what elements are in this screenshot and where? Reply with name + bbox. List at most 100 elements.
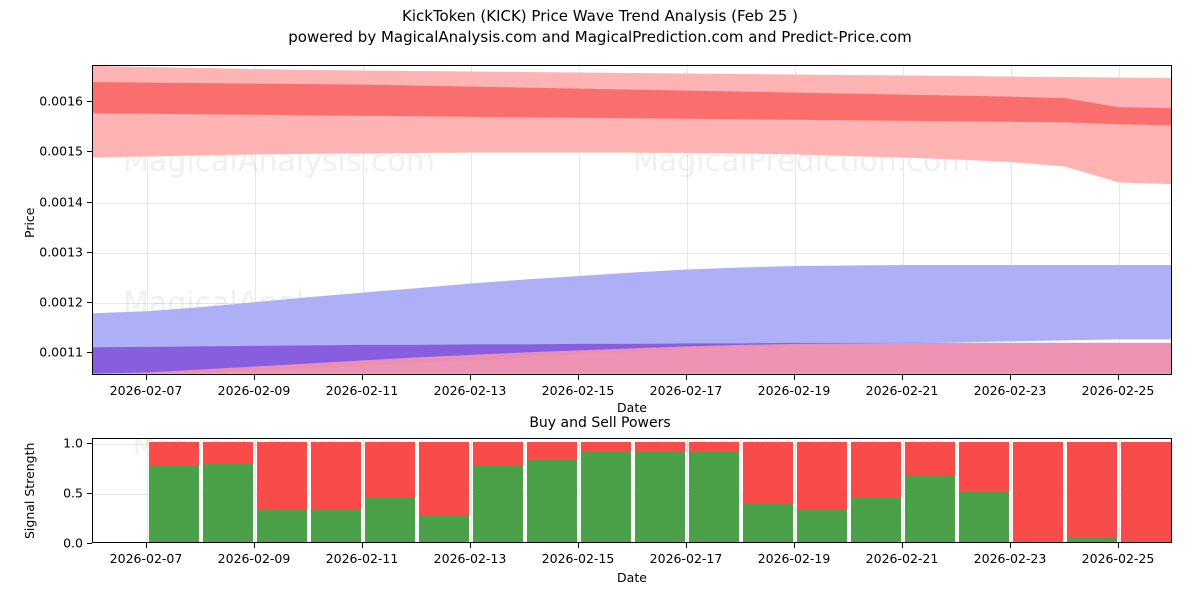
power-y-tick-label: 0.0 bbox=[63, 535, 83, 551]
bar-group bbox=[1121, 439, 1171, 542]
bar-group bbox=[1013, 439, 1063, 542]
price-x-tick-mark bbox=[794, 375, 795, 380]
bar-segment-buy bbox=[365, 497, 415, 542]
bar-segment-sell bbox=[1121, 442, 1171, 542]
price-y-tick-mark bbox=[87, 101, 92, 103]
price-x-tick-label: 2026-02-25 bbox=[1081, 383, 1155, 398]
price-gridline-h bbox=[93, 252, 1171, 254]
power-gridline-h bbox=[93, 494, 1171, 495]
power-y-tick-label: 0.5 bbox=[63, 485, 83, 501]
bar-segment-sell bbox=[959, 442, 1009, 492]
band-support-magenta-band bbox=[93, 342, 1171, 374]
price-x-tick-label: 2026-02-21 bbox=[865, 383, 939, 398]
bar-segment-buy bbox=[419, 515, 469, 542]
buy-sell-powers-title: Buy and Sell Powers bbox=[529, 415, 671, 431]
price-gridline-v bbox=[471, 66, 472, 374]
price-y-tick-mark bbox=[87, 151, 92, 153]
bar-segment-buy bbox=[743, 503, 793, 542]
power-x-tick-label: 2026-02-21 bbox=[865, 551, 939, 566]
bar-segment-sell bbox=[905, 442, 955, 475]
bar-group bbox=[149, 439, 199, 542]
price-x-tick-label: 2026-02-13 bbox=[433, 383, 507, 398]
price-x-tick-label: 2026-02-23 bbox=[973, 383, 1047, 398]
power-x-tick-label: 2026-02-15 bbox=[541, 551, 615, 566]
bar-group bbox=[1067, 439, 1117, 542]
price-x-tick-label: 2026-02-17 bbox=[649, 383, 723, 398]
price-y-tick-label: 0.0014 bbox=[39, 194, 83, 210]
price-x-tick-mark bbox=[902, 375, 903, 380]
power-x-tick-mark bbox=[902, 543, 903, 548]
bar-segment-sell bbox=[743, 442, 793, 503]
price-gridline-v bbox=[579, 66, 580, 374]
bar-segment-sell bbox=[419, 442, 469, 515]
title-block: KickToken (KICK) Price Wave Trend Analys… bbox=[0, 6, 1200, 48]
power-gridline-v bbox=[255, 439, 256, 542]
power-x-tick-mark bbox=[362, 543, 363, 548]
power-x-tick-mark bbox=[1118, 543, 1119, 548]
bar-segment-sell bbox=[149, 442, 199, 465]
power-x-tick-mark bbox=[1010, 543, 1011, 548]
power-y-tick-mark bbox=[87, 443, 92, 444]
power-x-tick-label: 2026-02-25 bbox=[1081, 551, 1155, 566]
price-x-tick-label: 2026-02-07 bbox=[109, 383, 183, 398]
price-x-tick-mark bbox=[1118, 375, 1119, 380]
price-gridline-v bbox=[687, 66, 688, 374]
bar-group bbox=[635, 439, 685, 542]
bar-group bbox=[203, 439, 253, 542]
price-gridline-v bbox=[147, 66, 148, 374]
power-x-tick-mark bbox=[578, 543, 579, 548]
price-y-tick-label: 0.0013 bbox=[39, 244, 83, 260]
bar-segment-buy bbox=[689, 452, 739, 542]
power-y-tick-mark bbox=[87, 543, 92, 544]
price-gridline-h bbox=[93, 202, 1171, 204]
price-bands bbox=[93, 66, 1171, 374]
bar-group bbox=[959, 439, 1009, 542]
bar-segment-sell bbox=[473, 442, 523, 465]
bar-segment-buy bbox=[473, 465, 523, 542]
price-gridline-v bbox=[903, 66, 904, 374]
power-gridline-v bbox=[471, 439, 472, 542]
power-x-axis-label: Date bbox=[617, 570, 647, 585]
bar-segment-buy bbox=[149, 465, 199, 542]
price-plot-area: MagicalAnalysis.com MagicalPrediction.com… bbox=[92, 65, 1172, 375]
bar-segment-sell bbox=[581, 442, 631, 452]
price-x-tick-mark bbox=[362, 375, 363, 380]
power-gridline-v bbox=[795, 439, 796, 542]
bar-group bbox=[311, 439, 361, 542]
price-x-tick-mark bbox=[146, 375, 147, 380]
power-y-tick-label: 1.0 bbox=[63, 435, 83, 451]
bar-group bbox=[473, 439, 523, 542]
power-gridline-v bbox=[147, 439, 148, 542]
bar-group bbox=[365, 439, 415, 542]
price-x-tick-mark bbox=[686, 375, 687, 380]
price-wave-panel: MagicalAnalysis.com MagicalPrediction.com… bbox=[0, 60, 1200, 415]
bar-segment-sell bbox=[1067, 442, 1117, 537]
price-gridline-h bbox=[93, 152, 1171, 154]
price-x-tick-label: 2026-02-11 bbox=[325, 383, 399, 398]
power-gridline-h bbox=[93, 444, 1171, 445]
price-x-tick-label: 2026-02-15 bbox=[541, 383, 615, 398]
power-x-tick-mark bbox=[686, 543, 687, 548]
price-gridline-v bbox=[255, 66, 256, 374]
buy-sell-powers-panel: Buy and Sell Powers MagicalAnalysis.comM… bbox=[0, 415, 1200, 600]
price-y-tick-mark bbox=[87, 302, 92, 304]
price-x-tick-label: 2026-02-19 bbox=[757, 383, 831, 398]
bar-segment-sell bbox=[311, 442, 361, 509]
power-x-tick-mark bbox=[146, 543, 147, 548]
price-x-tick-mark bbox=[254, 375, 255, 380]
bar-group bbox=[689, 439, 739, 542]
price-gridline-v bbox=[795, 66, 796, 374]
bar-group bbox=[257, 439, 307, 542]
price-y-tick-mark bbox=[87, 352, 92, 354]
bar-group bbox=[905, 439, 955, 542]
power-y-axis-label: Signal Strength bbox=[22, 442, 37, 539]
price-x-tick-mark bbox=[1010, 375, 1011, 380]
bar-segment-sell bbox=[635, 442, 685, 452]
power-x-tick-label: 2026-02-23 bbox=[973, 551, 1047, 566]
price-y-tick-label: 0.0015 bbox=[39, 143, 83, 159]
bar-segment-buy bbox=[581, 452, 631, 542]
power-gridline-v bbox=[1011, 439, 1012, 542]
page-title: KickToken (KICK) Price Wave Trend Analys… bbox=[402, 7, 798, 25]
bar-group bbox=[851, 439, 901, 542]
